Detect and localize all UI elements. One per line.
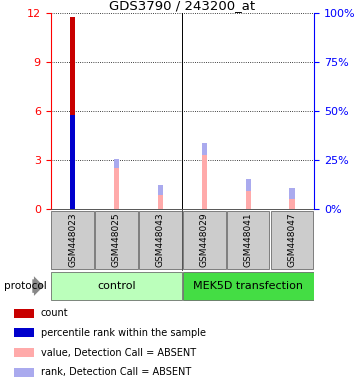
Text: value, Detection Call = ABSENT: value, Detection Call = ABSENT (40, 348, 196, 358)
Bar (51, 272, 182, 300)
Bar (14, 309, 34, 318)
Bar (245, 179, 251, 191)
Bar (14, 368, 34, 377)
Bar (202, 143, 207, 209)
Bar (14, 348, 34, 357)
Bar (271, 210, 313, 270)
Bar (202, 143, 207, 155)
Text: protocol: protocol (4, 281, 46, 291)
Text: control: control (97, 281, 136, 291)
Text: GSM448041: GSM448041 (244, 213, 253, 267)
Bar (70, 17, 75, 209)
Bar (290, 188, 295, 199)
Bar (158, 185, 163, 195)
Bar (114, 168, 119, 209)
Bar (183, 210, 226, 270)
Bar (14, 328, 34, 338)
Text: GSM448025: GSM448025 (112, 213, 121, 267)
Bar (183, 272, 314, 300)
Text: GSM448047: GSM448047 (288, 213, 297, 267)
Bar (158, 195, 163, 209)
Bar (114, 159, 119, 168)
Bar (290, 199, 295, 209)
Text: GSM448023: GSM448023 (68, 213, 77, 267)
Text: rank, Detection Call = ABSENT: rank, Detection Call = ABSENT (40, 367, 191, 377)
Bar (139, 210, 182, 270)
Bar (95, 210, 138, 270)
Text: count: count (40, 308, 68, 318)
Bar (51, 210, 94, 270)
FancyArrow shape (32, 276, 44, 296)
Title: GDS3790 / 243200_at: GDS3790 / 243200_at (109, 0, 255, 12)
Text: GSM448043: GSM448043 (156, 213, 165, 267)
Bar (70, 116, 75, 209)
Bar (227, 210, 270, 270)
Text: MEK5D transfection: MEK5D transfection (193, 281, 303, 291)
Bar (245, 191, 251, 209)
Text: GSM448029: GSM448029 (200, 213, 209, 267)
Text: percentile rank within the sample: percentile rank within the sample (40, 328, 206, 338)
